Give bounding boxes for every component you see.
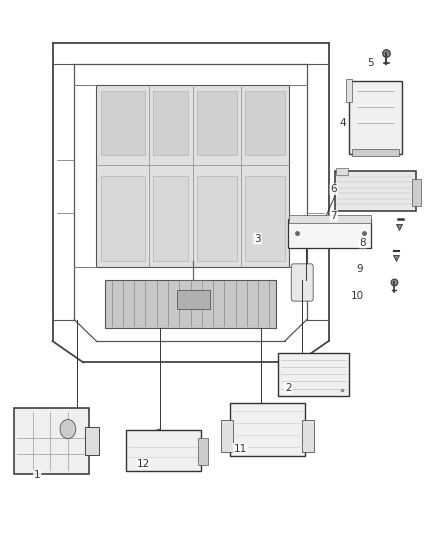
FancyBboxPatch shape	[336, 168, 348, 175]
FancyBboxPatch shape	[349, 81, 402, 154]
FancyBboxPatch shape	[289, 215, 371, 223]
FancyBboxPatch shape	[198, 438, 208, 465]
FancyBboxPatch shape	[302, 420, 314, 452]
Text: 4: 4	[339, 118, 346, 127]
FancyBboxPatch shape	[278, 353, 349, 396]
FancyBboxPatch shape	[245, 176, 285, 261]
Text: 11: 11	[233, 444, 247, 454]
FancyBboxPatch shape	[197, 91, 237, 155]
FancyBboxPatch shape	[352, 149, 399, 156]
Text: 2: 2	[285, 383, 292, 393]
FancyBboxPatch shape	[288, 219, 371, 248]
FancyBboxPatch shape	[177, 290, 210, 309]
FancyBboxPatch shape	[197, 176, 237, 261]
Text: 6: 6	[330, 184, 337, 194]
FancyBboxPatch shape	[101, 176, 145, 261]
FancyBboxPatch shape	[105, 280, 276, 328]
FancyBboxPatch shape	[230, 403, 305, 456]
Text: 5: 5	[367, 58, 374, 68]
FancyBboxPatch shape	[153, 176, 188, 261]
FancyBboxPatch shape	[291, 264, 313, 301]
FancyBboxPatch shape	[153, 91, 188, 155]
Polygon shape	[96, 85, 289, 266]
FancyBboxPatch shape	[346, 79, 352, 102]
Text: 10: 10	[350, 291, 364, 301]
FancyBboxPatch shape	[101, 91, 145, 155]
FancyBboxPatch shape	[221, 420, 233, 452]
Text: 9: 9	[357, 264, 364, 274]
Text: 3: 3	[254, 234, 261, 244]
FancyBboxPatch shape	[85, 427, 99, 455]
FancyBboxPatch shape	[126, 430, 201, 471]
Text: 7: 7	[330, 211, 337, 221]
Text: 12: 12	[137, 459, 150, 469]
Text: 8: 8	[359, 238, 366, 247]
FancyBboxPatch shape	[412, 179, 421, 206]
FancyBboxPatch shape	[14, 408, 89, 474]
FancyBboxPatch shape	[245, 91, 285, 155]
Text: 1: 1	[34, 471, 41, 480]
Circle shape	[60, 419, 76, 439]
FancyBboxPatch shape	[335, 171, 416, 211]
